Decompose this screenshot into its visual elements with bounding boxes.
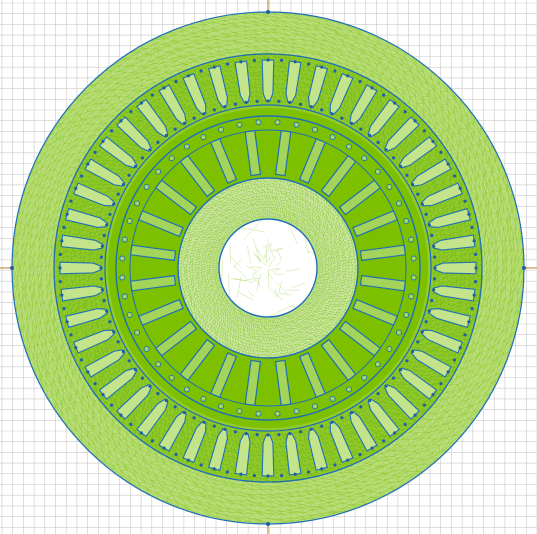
- boundary-circle-3: [177, 177, 359, 359]
- rotor-bar-outlines: [119, 119, 417, 417]
- rotor-spokes: [129, 129, 407, 407]
- rotor-outer-boundary: [115, 115, 421, 421]
- shaft-fill: [219, 219, 317, 317]
- boundary-circle-4: [218, 218, 318, 318]
- stator-slot-outlines: [59, 59, 477, 477]
- boundary-circle-1: [53, 53, 483, 483]
- shaft-mesh-lines: [221, 220, 315, 317]
- spoke-outer-ring: [129, 129, 407, 407]
- boundary-circle-2: [104, 104, 432, 432]
- shaft-hub-mesh: [177, 177, 359, 359]
